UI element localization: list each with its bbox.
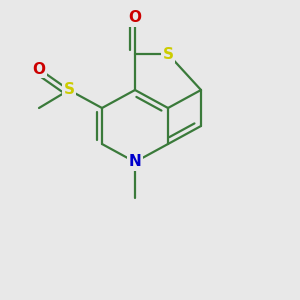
Text: S: S (163, 46, 173, 62)
Text: N: N (129, 154, 141, 169)
Text: S: S (64, 82, 74, 98)
Text: O: O (128, 11, 142, 26)
Text: O: O (32, 61, 46, 76)
